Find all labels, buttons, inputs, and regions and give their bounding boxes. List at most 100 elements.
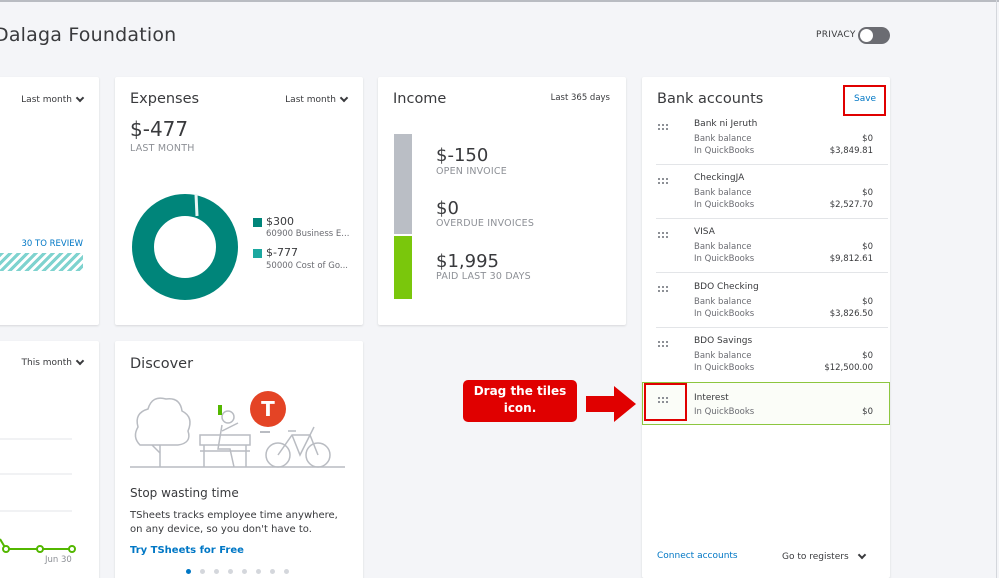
bank-balance-label: Bank balance <box>694 188 752 198</box>
callout-line-1: Drag the tiles <box>473 384 567 398</box>
qb-balance-value: $2,527.70 <box>829 200 873 210</box>
drag-handle-icon[interactable] <box>658 341 668 347</box>
qb-balance-label: In QuickBooks <box>694 254 755 264</box>
discover-card: Discover T Stop <box>115 341 363 578</box>
carousel-dot[interactable] <box>284 569 289 574</box>
drag-handle-icon[interactable] <box>658 286 668 292</box>
person-icon <box>217 410 239 468</box>
left-card-top: Last month 30 TO REVIEW <box>0 77 99 325</box>
bank-balance-label: Bank balance <box>694 297 752 307</box>
row-divider <box>656 272 888 273</box>
period-dropdown[interactable]: This month <box>21 356 85 368</box>
data-point <box>68 545 76 553</box>
qb-balance-label: In QuickBooks <box>694 146 755 156</box>
period-dropdown[interactable]: Last month <box>285 93 349 105</box>
interest-row[interactable] <box>642 382 890 425</box>
right-border <box>996 0 997 578</box>
carousel-dot[interactable] <box>186 569 191 574</box>
qb-balance-label: In QuickBooks <box>694 200 755 210</box>
toggle-knob <box>860 29 873 42</box>
save-highlight-box <box>843 85 886 116</box>
drag-handle-highlight-box <box>644 383 687 421</box>
income-title: Income <box>393 91 447 107</box>
qb-balance-value: $12,500.00 <box>824 363 873 373</box>
go-to-registers-dropdown[interactable]: Go to registers <box>782 550 866 562</box>
bicycle-icon <box>265 426 331 468</box>
qb-balance-label: In QuickBooks <box>694 407 755 417</box>
row-divider <box>656 327 888 328</box>
paid-bar[interactable] <box>394 236 412 299</box>
data-point <box>36 545 44 553</box>
connect-accounts-link[interactable]: Connect accounts <box>657 551 738 561</box>
account-name: Bank ni Jeruth <box>694 119 758 129</box>
drag-handle-icon[interactable] <box>658 232 668 238</box>
account-name: VISA <box>694 227 715 237</box>
qb-balance-value: $0 <box>862 407 873 417</box>
expenses-amount-label: LAST MONTH <box>130 143 195 154</box>
donut-segment-main <box>132 194 238 300</box>
carousel-dot[interactable] <box>270 569 275 574</box>
donut-chart[interactable] <box>130 192 240 302</box>
paid-label: PAID LAST 30 DAYS <box>436 271 531 282</box>
privacy-toggle[interactable] <box>858 27 890 44</box>
carousel-dot[interactable] <box>200 569 205 574</box>
row-divider <box>656 164 888 165</box>
overdue-label: OVERDUE INVOICES <box>436 218 535 229</box>
discover-link[interactable]: Try TSheets for Free <box>130 545 244 556</box>
account-name: BDO Checking <box>694 282 759 292</box>
phone-icon <box>218 405 222 415</box>
paid-amount: $1,995 <box>436 251 499 272</box>
row-divider <box>656 218 888 219</box>
bank-balance-value: $0 <box>862 134 873 144</box>
chevron-down-icon <box>857 550 866 560</box>
bank-balance-value: $0 <box>862 242 873 252</box>
carousel-dot[interactable] <box>256 569 261 574</box>
bank-balance-value: $0 <box>862 351 873 361</box>
data-point <box>2 545 10 553</box>
save-button[interactable]: Save <box>854 94 877 104</box>
open-invoice-bar[interactable] <box>394 134 412 234</box>
carousel-dot[interactable] <box>214 569 219 574</box>
qb-balance-label: In QuickBooks <box>694 363 755 373</box>
registers-label: Go to registers <box>782 552 849 562</box>
carousel-dot[interactable] <box>242 569 247 574</box>
axis-label: Jun 30 <box>45 555 72 565</box>
drag-handle-icon[interactable] <box>658 124 668 130</box>
account-name: BDO Savings <box>694 336 753 346</box>
chevron-down-icon <box>339 93 349 103</box>
qb-balance-label: In QuickBooks <box>694 309 755 319</box>
review-link[interactable]: 30 TO REVIEW <box>21 239 83 249</box>
period-label: This month <box>21 358 72 368</box>
review-bar <box>0 253 83 271</box>
drag-handle-icon[interactable] <box>658 178 668 184</box>
trend-line <box>0 538 72 550</box>
period-label: Last month <box>21 95 72 105</box>
callout-line-2: icon. <box>503 401 537 415</box>
drag-handle-icon[interactable] <box>658 397 668 403</box>
carousel-dot[interactable] <box>228 569 233 574</box>
left-card-bottom: This month Jun 30 <box>0 341 99 578</box>
period-dropdown[interactable]: Last month <box>21 93 85 105</box>
bank-accounts-title: Bank accounts <box>657 91 764 107</box>
tsheets-logo-letter: T <box>261 397 275 421</box>
income-card: Income Last 365 days $-150 OPEN INVOICE … <box>378 77 626 325</box>
arrow-right-icon <box>586 386 636 422</box>
bench-icon <box>199 434 251 467</box>
chevron-down-icon <box>75 93 85 103</box>
legend-value: $300 <box>266 215 294 228</box>
bank-accounts-card: Bank accounts Save Bank ni Jeruth Bank b… <box>642 77 890 578</box>
legend-label: 50000 Cost of Go... <box>266 261 348 271</box>
bank-balance-label: Bank balance <box>694 134 752 144</box>
bike-frame-top <box>260 431 270 433</box>
account-name: CheckingJA <box>694 173 745 183</box>
legend-swatch <box>253 249 262 258</box>
tsheets-logo: T <box>250 391 286 427</box>
period-label: Last 365 days <box>550 93 610 103</box>
qb-balance-value: $9,812.61 <box>829 254 873 264</box>
expenses-title: Expenses <box>130 91 200 107</box>
bank-balance-label: Bank balance <box>694 351 752 361</box>
account-name: Interest <box>694 393 729 403</box>
tree-icon <box>134 397 191 467</box>
open-invoice-amount: $-150 <box>436 145 489 166</box>
bank-balance-label: Bank balance <box>694 242 752 252</box>
